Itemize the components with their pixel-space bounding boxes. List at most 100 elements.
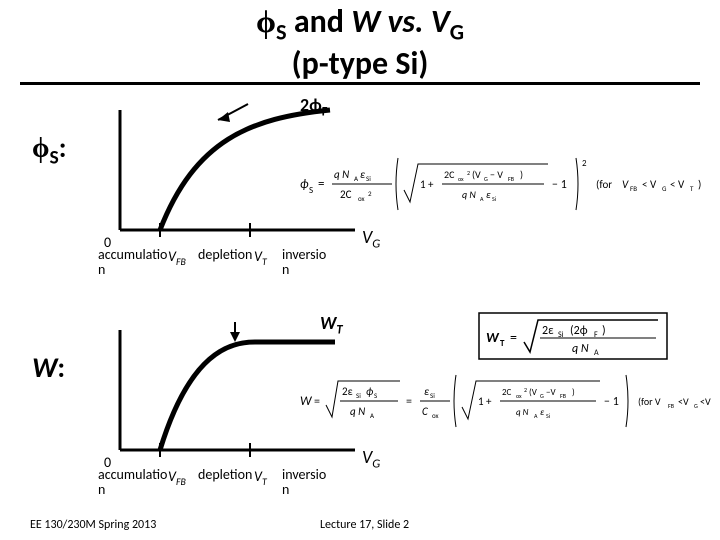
w-label: W: bbox=[32, 350, 65, 385]
svg-text:S: S bbox=[374, 391, 377, 400]
svg-text:=: = bbox=[406, 395, 412, 409]
svg-text:ϕ: ϕ bbox=[366, 385, 373, 398]
accumulation-label-2: accumulation bbox=[98, 468, 178, 497]
footer-left: EE 130/230M Spring 2013 bbox=[30, 518, 156, 532]
svg-text:A: A bbox=[480, 195, 484, 203]
svg-text:G: G bbox=[662, 184, 667, 193]
svg-text:FB: FB bbox=[508, 175, 514, 183]
svg-text:2ε: 2ε bbox=[342, 385, 353, 398]
svg-text:A: A bbox=[534, 412, 538, 420]
svg-text:2C: 2C bbox=[340, 188, 352, 201]
depletion-label-2: depletion bbox=[198, 468, 252, 483]
phi-symbol: ϕ bbox=[256, 3, 276, 39]
svg-text:): ) bbox=[698, 178, 701, 191]
svg-text:Si: Si bbox=[430, 391, 435, 400]
svg-text:(for V: (for V bbox=[638, 395, 661, 408]
vg-sub-2: G bbox=[372, 457, 380, 472]
svg-text:q N: q N bbox=[572, 342, 589, 356]
vfb-label-2: VFB bbox=[168, 468, 186, 488]
svg-text:Si: Si bbox=[366, 174, 371, 183]
svg-text:): ) bbox=[602, 324, 606, 338]
svg-text:< V: < V bbox=[670, 178, 685, 191]
svg-text:ε: ε bbox=[540, 407, 545, 418]
svg-text:S: S bbox=[309, 185, 313, 196]
colon-1: : bbox=[59, 130, 67, 165]
vg-v-1: V bbox=[362, 226, 372, 248]
svg-text:V: V bbox=[622, 178, 629, 191]
title-and: and bbox=[287, 2, 352, 41]
vt-label-1: VT bbox=[254, 248, 267, 268]
svg-text:Si: Si bbox=[356, 391, 361, 400]
vt-label-2: VT bbox=[254, 468, 267, 488]
title-w: W bbox=[351, 2, 380, 41]
title-rule bbox=[20, 82, 700, 85]
vt-sub-1: T bbox=[262, 256, 267, 268]
svg-text:ε: ε bbox=[486, 188, 491, 201]
svg-text:ox: ox bbox=[458, 175, 464, 183]
inversion-label-2: inversion bbox=[282, 468, 326, 497]
svg-text:q N: q N bbox=[516, 407, 529, 418]
svg-text:): ) bbox=[520, 168, 523, 181]
inversion-label-1: inversion bbox=[282, 248, 326, 277]
svg-text:W: W bbox=[300, 394, 313, 409]
svg-text:C: C bbox=[422, 405, 428, 418]
svg-text:Si: Si bbox=[492, 195, 497, 203]
vfb-label-1: VFB bbox=[168, 248, 186, 268]
svg-text:T: T bbox=[690, 184, 694, 193]
wt-sub: T bbox=[336, 323, 342, 338]
svg-text:2: 2 bbox=[582, 158, 587, 169]
vfb-v-1: V bbox=[168, 248, 176, 265]
svg-text:=: = bbox=[510, 329, 517, 346]
vg-label-2: VG bbox=[362, 446, 380, 472]
colon-2: : bbox=[57, 350, 65, 385]
svg-text:A: A bbox=[370, 411, 375, 420]
accumulation-label-1: accumulation bbox=[98, 248, 178, 277]
svg-text:1 +: 1 + bbox=[478, 395, 492, 408]
svg-text:2: 2 bbox=[524, 386, 527, 394]
phi-s-sub: S bbox=[276, 19, 287, 46]
svg-text:2C: 2C bbox=[502, 387, 512, 398]
title-line-2: (p-type Si) bbox=[292, 44, 429, 83]
svg-text:(2ϕ: (2ϕ bbox=[570, 324, 588, 338]
svg-text:=: = bbox=[314, 395, 320, 409]
svg-text:ox: ox bbox=[432, 411, 439, 420]
svg-text:<V: <V bbox=[678, 395, 689, 408]
svg-text:G: G bbox=[484, 175, 488, 183]
svg-text:FB: FB bbox=[668, 402, 674, 410]
svg-text:): ) bbox=[572, 387, 575, 398]
svg-text:(V: (V bbox=[472, 168, 481, 181]
svg-text:A: A bbox=[594, 348, 599, 358]
svg-text:=: = bbox=[318, 177, 324, 192]
svg-text:Si: Si bbox=[546, 412, 551, 420]
svg-text:(V: (V bbox=[529, 387, 538, 398]
svg-text:2: 2 bbox=[368, 189, 372, 198]
w-glyph: W bbox=[32, 350, 57, 385]
two-phi-f-text: 2ϕ bbox=[300, 94, 322, 116]
svg-text:FB: FB bbox=[630, 184, 637, 193]
depletion-label-1: depletion bbox=[198, 248, 252, 263]
phi-s-label: ϕS: bbox=[32, 130, 66, 170]
svg-text:− 1: − 1 bbox=[604, 395, 619, 409]
slide-title: ϕS and W vs. VG (p-type Si) bbox=[0, 4, 720, 81]
svg-text:T: T bbox=[500, 338, 505, 349]
svg-text:q N: q N bbox=[462, 188, 476, 201]
wt-formula: W T = 2ε Si (2ϕ F ) q N A bbox=[478, 312, 668, 365]
w-formula: W = 2ε Si ϕ S q N A = ε Si C ox 1 + 2C o… bbox=[300, 365, 720, 440]
vt-v-1: V bbox=[254, 248, 262, 265]
title-line-1: ϕS and W vs. VG bbox=[256, 2, 464, 41]
svg-text:A: A bbox=[354, 174, 359, 183]
svg-text:− V: − V bbox=[490, 168, 503, 181]
svg-text:− 1: − 1 bbox=[552, 178, 567, 192]
svg-text:< V: < V bbox=[642, 178, 657, 191]
phi-s-subscript: S bbox=[49, 146, 58, 170]
vg-sub-1: G bbox=[372, 237, 380, 252]
svg-text:q N: q N bbox=[334, 168, 349, 181]
svg-text:G: G bbox=[694, 402, 698, 410]
svg-text:Si: Si bbox=[558, 330, 564, 340]
svg-text:FB: FB bbox=[560, 392, 566, 400]
svg-text:2C: 2C bbox=[444, 168, 455, 181]
svg-text:1 +: 1 + bbox=[420, 178, 434, 191]
svg-text:G: G bbox=[540, 392, 544, 400]
footer-right: Lecture 17, Slide 2 bbox=[320, 518, 409, 532]
wt-label: WT bbox=[320, 312, 343, 338]
